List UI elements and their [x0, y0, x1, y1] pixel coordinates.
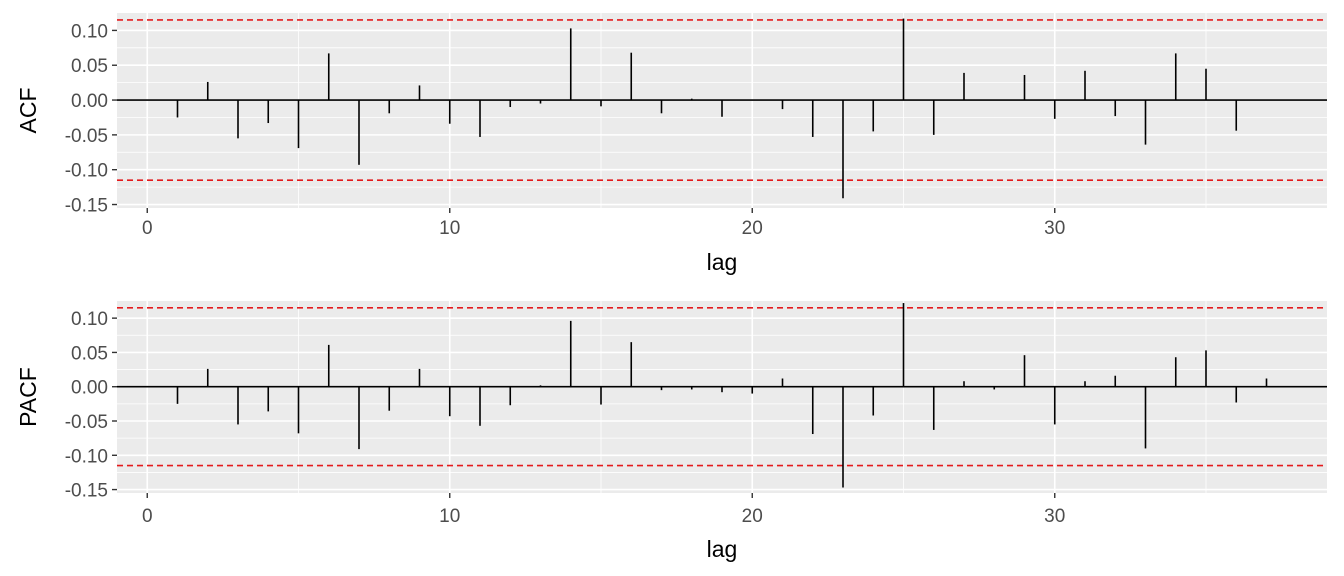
y-tick-label: 0.05: [71, 343, 108, 364]
y-tick-label: 0.10: [71, 309, 108, 330]
y-axis-title: PACF: [15, 367, 41, 427]
y-tick-label: -0.05: [65, 412, 108, 433]
panel-background: [117, 301, 1327, 493]
y-tick-label: 0.05: [71, 56, 108, 77]
y-tick-label: 0.10: [71, 21, 108, 42]
x-axis-title: lag: [707, 536, 738, 562]
x-tick-label: 30: [1044, 506, 1065, 527]
x-tick-label: 30: [1044, 218, 1065, 239]
x-tick-label: 10: [439, 506, 460, 527]
y-tick-label: -0.10: [65, 446, 108, 467]
y-axis-title: ACF: [15, 88, 41, 134]
x-tick-label: 20: [742, 218, 763, 239]
x-tick-label: 0: [142, 218, 153, 239]
y-tick-label: -0.15: [65, 196, 108, 217]
y-tick-label: 0.00: [71, 91, 108, 112]
y-tick-label: -0.05: [65, 126, 108, 147]
y-tick-label: 0.00: [71, 378, 108, 399]
x-tick-label: 0: [142, 506, 153, 527]
x-axis-title: lag: [707, 249, 738, 275]
pacf-panel: -0.15 -0.10 -0.05 0.00 0.05 0.10 0 10 20 30 lag PAC…: [15, 301, 1327, 562]
x-tick-label: 10: [439, 218, 460, 239]
acf-panel: -0.15 -0.10 -0.05 0.00 0.05 0.10 0 10 20 30 lag ACF: [15, 13, 1327, 275]
y-tick-label: -0.15: [65, 481, 108, 502]
x-tick-label: 20: [742, 506, 763, 527]
y-tick-label: -0.10: [65, 161, 108, 182]
